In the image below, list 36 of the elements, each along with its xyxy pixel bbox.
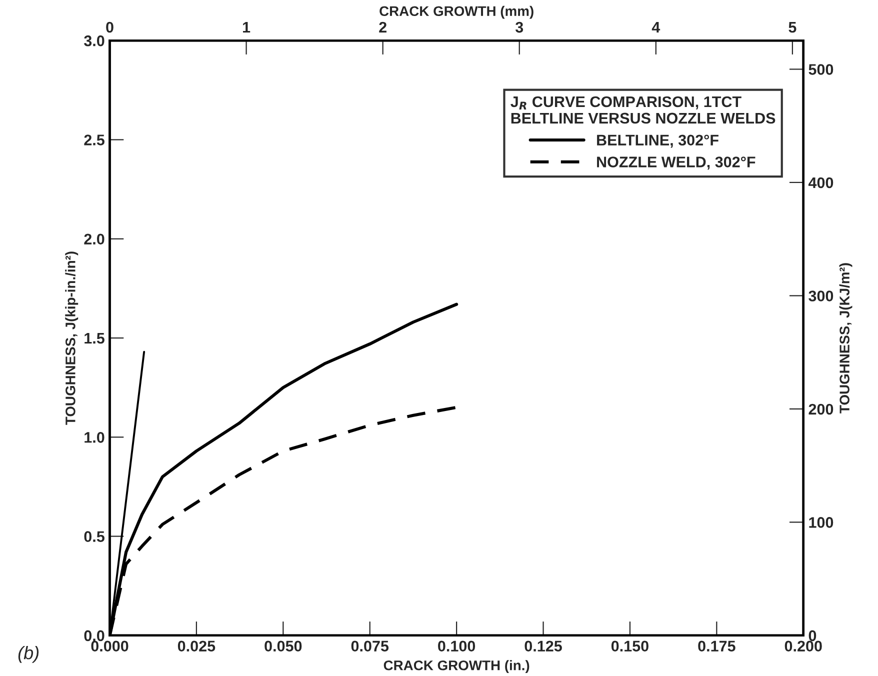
x2-tick-label: 1 (243, 22, 250, 33)
x-tick-label: 0.100 (438, 640, 476, 652)
x-tick-label: 0.175 (698, 640, 736, 652)
y2-tick-label: 0 (808, 630, 816, 642)
x-tick-label: 0.150 (611, 640, 648, 652)
x2-axis-title: CRACK GROWTH (mm) (380, 6, 534, 19)
x2-tick-label: 2 (379, 22, 386, 33)
x2-tick-label: 5 (788, 22, 796, 33)
x2-tick-label: 4 (652, 22, 660, 33)
x-tick-label: 0.075 (351, 640, 389, 652)
x-tick-label: 0.000 (91, 640, 128, 652)
x-axis-title: CRACK GROWTH (in.) (384, 660, 530, 674)
y2-tick-label: 100 (809, 517, 834, 528)
y-axis-title: TOUGHNESS, J(kip-in./in²) (65, 252, 78, 425)
y-tick-label: 0.5 (84, 531, 104, 542)
y-tick-label: 2.0 (84, 234, 104, 245)
y2-axis-title: TOUGHNESS, J(KJ/m²) (839, 263, 852, 414)
y2-tick-label: 300 (808, 290, 834, 302)
y-tick-label: 1.5 (84, 333, 104, 344)
y-tick-label: 1.0 (84, 432, 104, 443)
x-tick-label: 0.125 (524, 640, 562, 652)
y-tick-label: 2.5 (84, 134, 104, 146)
text: (b) (18, 646, 39, 663)
y-tick-label: 3.0 (84, 35, 104, 46)
y-tick-label: 0.0 (84, 630, 104, 642)
legend-label: NOZZLE WELD, 302°F (597, 156, 756, 170)
x-tick-label: 0.200 (784, 640, 822, 652)
x2-tick-label: 3 (515, 22, 524, 33)
y2-tick-label: 400 (808, 177, 834, 188)
x-tick-label: 0.050 (264, 640, 302, 652)
x-tick-label: 0.025 (178, 640, 216, 652)
legend-label: BELTLINE, 302°F (597, 134, 718, 148)
y2-tick-label: 200 (808, 404, 834, 415)
y2-tick-label: 500 (808, 64, 834, 75)
legend-title: J$_{R}$ CURVE COMPARISON, 1TCT BELTLINE VERSUS NOZZLE WELDS (510, 96, 776, 124)
x2-tick-label: 0 (106, 22, 114, 33)
